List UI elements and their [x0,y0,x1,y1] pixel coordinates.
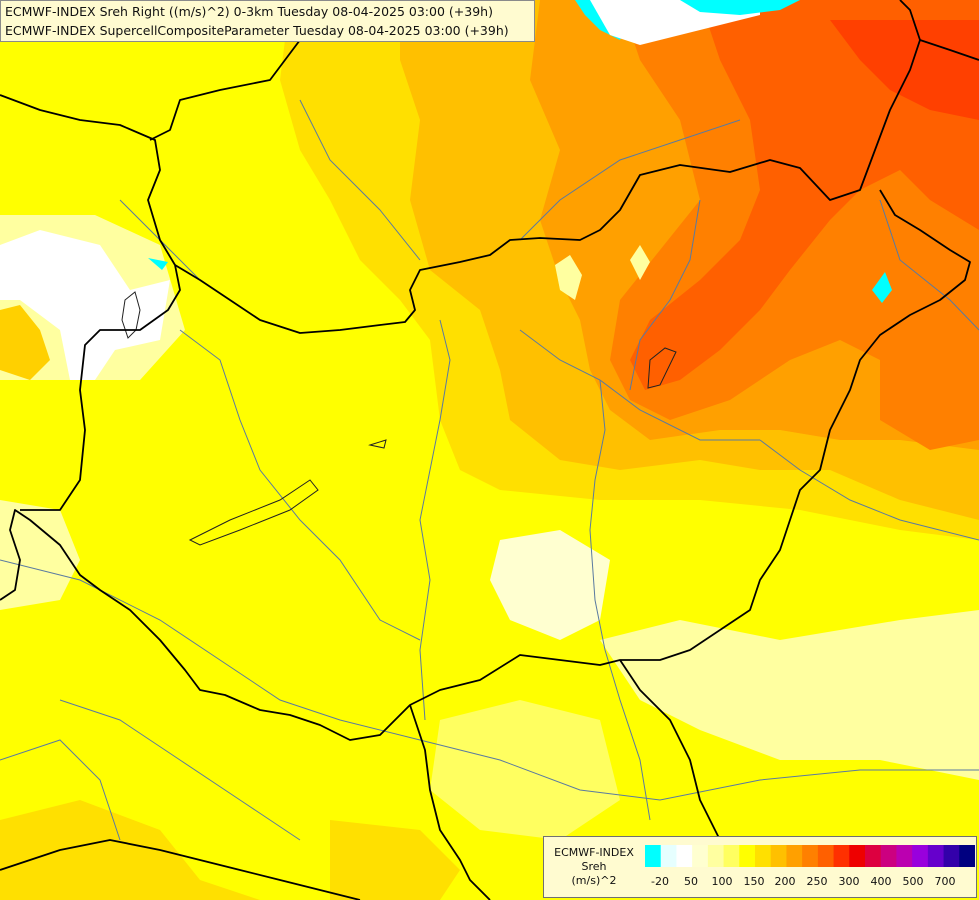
legend-tick: 700 [934,875,956,888]
legend-tick: -20 [651,875,669,888]
rivers [0,99,979,841]
river-6 [629,199,701,391]
field-pale-south [490,530,610,640]
legend-tick: 50 [684,875,698,888]
river-7 [879,199,979,331]
field-white-west [0,230,170,380]
legend-swatch [660,845,677,867]
field-orange-east [880,330,979,450]
field-red-north [830,20,979,120]
legend-swatch [896,845,913,867]
legend-swatch [959,845,975,867]
legend-tick: 250 [806,875,828,888]
border-south [409,704,491,900]
legend: ECMWF-INDEX Sreh (m/s)^2 -20 50 100 150 … [543,836,977,898]
field-pale-south-2 [430,700,620,840]
field-gold-south [330,820,460,900]
title-box: ECMWF-INDEX Sreh Right ((m/s)^2) 0-3km T… [0,0,535,42]
border-hungary-east [0,189,971,741]
legend-swatch [645,845,662,867]
lake-small [368,439,387,449]
title-line-2: ECMWF-INDEX SupercellCompositeParameter … [5,23,509,38]
river-5 [419,739,979,801]
border-croatia [0,839,361,900]
legend-swatch [692,845,709,867]
legend-swatch [755,845,772,867]
field-pale-spot-1 [630,245,650,280]
river-4 [0,559,421,741]
river-14 [519,329,760,441]
legend-color-bar [645,845,975,867]
field-red-orange [630,0,979,390]
river-10 [519,119,741,241]
legend-swatch [943,845,960,867]
river-3 [179,329,421,641]
legend-swatch [739,845,756,867]
field-pale-spot-2 [555,255,582,300]
legend-tick: 150 [743,875,765,888]
field-cyan-northeast [680,0,800,15]
legend-title-line-2: Sreh [581,860,607,873]
border-northeast [919,39,979,61]
lake-tisza [647,347,677,389]
legend-tick: 400 [870,875,892,888]
title-line-1: ECMWF-INDEX Sreh Right ((m/s)^2) 0-3km T… [5,4,493,19]
legend-swatch [723,845,740,867]
field-pale-southeast [600,610,979,780]
legend-swatch [802,845,819,867]
field-cyan-east [872,272,892,303]
legend-tick: 300 [838,875,860,888]
legend-swatch [817,845,835,867]
field-gold-sw [0,800,260,900]
legend-title: ECMWF-INDEX Sreh (m/s)^2 [548,846,640,888]
legend-tick: 200 [774,875,796,888]
river-12 [59,699,301,841]
legend-swatch [707,845,725,867]
legend-title-line-1: ECMWF-INDEX [554,846,634,859]
border-southeast [619,659,721,841]
river-1 [419,319,451,721]
field-cyan-west [148,258,168,270]
legend-tick: 100 [711,875,733,888]
lake-balaton [188,479,319,546]
legend-tick: 500 [902,875,924,888]
river-13 [0,739,121,841]
legend-swatch [849,845,866,867]
river-2 [589,379,651,821]
legend-swatch [770,845,787,867]
legend-swatch [912,845,929,867]
legend-ticks: -20 50 100 150 200 250 300 400 500 700 [645,875,975,889]
legend-swatch [865,845,882,867]
river-11 [759,439,979,541]
field-pale-sw [0,500,80,610]
river-8 [299,99,421,261]
legend-swatch [927,845,945,867]
border-north-west [0,94,181,511]
legend-title-line-3: (m/s)^2 [571,874,617,887]
legend-swatch [833,845,850,867]
border-hungary-north [174,0,921,334]
field-orange-west [0,305,50,380]
legend-swatch [676,845,693,867]
legend-swatch [880,845,897,867]
legend-swatch [786,845,803,867]
